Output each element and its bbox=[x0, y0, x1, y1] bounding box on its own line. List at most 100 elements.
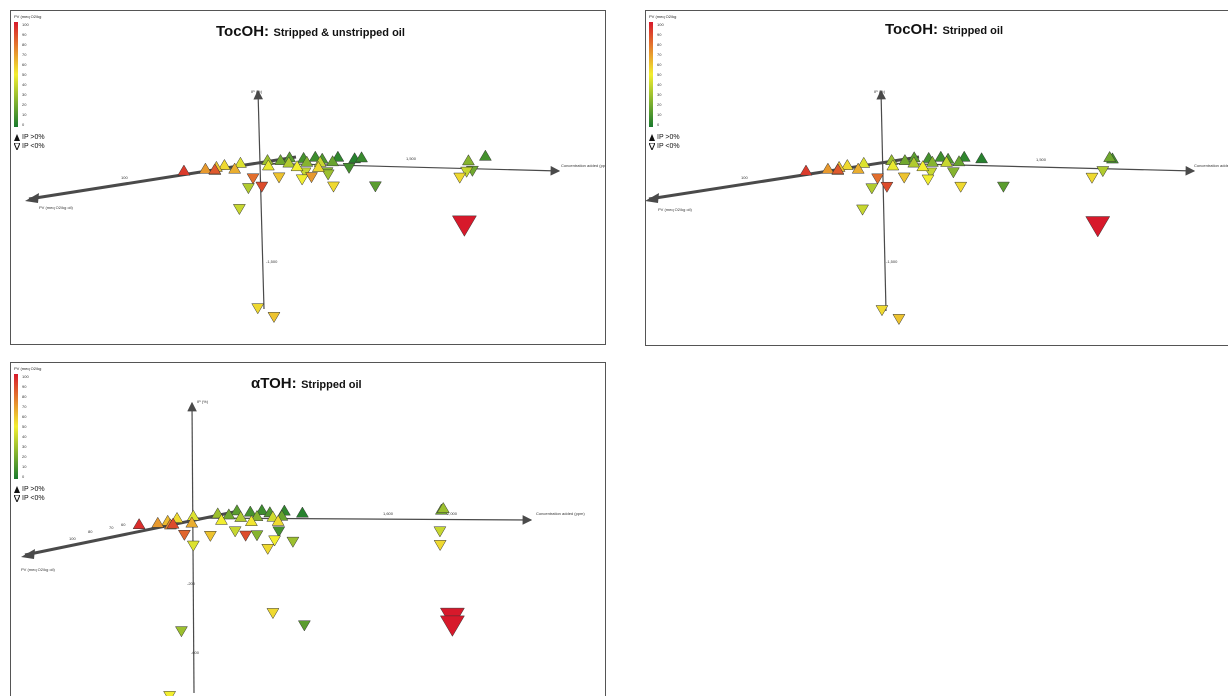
legend-tick-label: 50 bbox=[22, 424, 27, 429]
z-axis-line bbox=[648, 155, 920, 201]
legend-tick-label: 0 bbox=[22, 474, 25, 479]
data-point bbox=[439, 615, 465, 637]
ip-negative-key: IP <0% bbox=[14, 495, 45, 502]
data-point bbox=[185, 516, 199, 528]
ip-positive-key: IP >0% bbox=[649, 134, 680, 141]
chart-title: αTOH: Stripped oil bbox=[251, 375, 362, 393]
legend-tick-label: 40 bbox=[657, 82, 662, 87]
ip-positive-label: IP >0% bbox=[22, 134, 45, 141]
z-axis-arrowhead bbox=[21, 549, 35, 559]
chart-title-sub: Stripped oil bbox=[942, 25, 1004, 37]
chart-plot-area: Concentration added (ppm) IP (%) PV (meq O… bbox=[21, 399, 585, 696]
data-point bbox=[946, 167, 960, 179]
data-point bbox=[132, 518, 146, 530]
z-tick-label: 70 bbox=[109, 525, 114, 530]
y-tick-label: -1,500 bbox=[266, 259, 278, 264]
data-point bbox=[975, 152, 989, 164]
legend-tick-label: 50 bbox=[22, 72, 27, 77]
y-axis-label: IP (%) bbox=[197, 399, 209, 404]
ip-positive-label: IP >0% bbox=[22, 486, 45, 493]
data-point bbox=[436, 501, 450, 513]
color-legend: PV (meq O2/kg 100 90 80 70 60 50 40 30 20 10 0 IP … bbox=[14, 14, 74, 164]
data-point bbox=[453, 172, 467, 184]
legend-tick-label: 60 bbox=[657, 62, 662, 67]
legend-tick-label: 10 bbox=[22, 464, 27, 469]
y-axis-label: IP (%) bbox=[251, 89, 263, 94]
legend-tick-label: 20 bbox=[657, 102, 662, 107]
data-point bbox=[925, 155, 939, 167]
legend-tick-label: 60 bbox=[22, 414, 27, 419]
data-point bbox=[851, 162, 865, 174]
data-point bbox=[451, 215, 477, 237]
legend-tick-label: 80 bbox=[657, 42, 662, 47]
down-triangle-icon bbox=[14, 143, 20, 150]
data-point bbox=[326, 155, 340, 167]
data-point bbox=[175, 626, 188, 638]
data-point bbox=[433, 540, 447, 552]
data-point bbox=[907, 156, 921, 168]
data-point bbox=[261, 544, 275, 555]
data-point bbox=[255, 181, 269, 193]
chart-plot-area: Concentration added (ppm) IP (%) PV (meq O… bbox=[25, 89, 605, 324]
data-point bbox=[921, 174, 935, 186]
data-point bbox=[177, 530, 191, 541]
data-point bbox=[355, 151, 368, 163]
data-point bbox=[215, 513, 228, 525]
data-point bbox=[871, 173, 885, 185]
data-point bbox=[228, 162, 242, 174]
legend-tick-label: 100 bbox=[22, 374, 29, 379]
chart-title: TocOH: Stripped oil bbox=[885, 21, 1003, 39]
ip-negative-label: IP <0% bbox=[22, 495, 45, 502]
legend-tick-label: 0 bbox=[657, 122, 660, 127]
x-tick-label: 1,600 bbox=[383, 511, 394, 516]
y-tick-label: -600 bbox=[191, 650, 200, 655]
data-point bbox=[892, 314, 906, 326]
data-point bbox=[266, 608, 280, 620]
data-point bbox=[217, 158, 231, 170]
chart-title: TocOH: Stripped & unstripped oil bbox=[216, 23, 405, 41]
z-axis-line bbox=[28, 155, 297, 201]
legend-tick-label: 60 bbox=[22, 62, 27, 67]
legend-tick-label: 50 bbox=[657, 72, 662, 77]
data-point bbox=[166, 517, 180, 529]
ip-positive-key: IP >0% bbox=[14, 134, 45, 141]
legend-tick-label: 90 bbox=[22, 32, 27, 37]
data-point bbox=[311, 160, 325, 172]
x-tick-label: 2,000 bbox=[447, 511, 458, 516]
data-point bbox=[865, 183, 879, 195]
data-point bbox=[1103, 150, 1117, 162]
legend-tick-label: 10 bbox=[657, 112, 662, 117]
y-tick-label: -1,500 bbox=[886, 259, 898, 264]
data-point bbox=[308, 150, 322, 162]
z-axis-arrowhead bbox=[646, 193, 659, 203]
legend-title: PV (meq O2/kg bbox=[14, 366, 42, 371]
ip-negative-label: IP <0% bbox=[657, 143, 680, 150]
data-point bbox=[934, 150, 948, 162]
data-point bbox=[222, 508, 236, 520]
z-tick-label: 100 bbox=[69, 536, 76, 541]
data-point bbox=[1085, 216, 1111, 238]
data-point bbox=[274, 153, 287, 165]
data-point bbox=[203, 531, 217, 542]
data-point bbox=[290, 160, 304, 172]
color-legend: PV (meq O2/kg 100 90 80 70 60 50 40 30 20 10 0 IP … bbox=[649, 14, 709, 164]
legend-color-bar bbox=[14, 22, 18, 127]
down-triangle-icon bbox=[649, 143, 655, 150]
legend-tick-label: 100 bbox=[22, 22, 29, 27]
ip-positive-key: IP >0% bbox=[14, 486, 45, 493]
legend-tick-label: 40 bbox=[22, 434, 27, 439]
legend-tick-label: 90 bbox=[657, 32, 662, 37]
data-point bbox=[940, 155, 953, 167]
data-point bbox=[232, 204, 246, 216]
data-point bbox=[234, 156, 247, 168]
legend-tick-label: 80 bbox=[22, 42, 27, 47]
legend-tick-label: 80 bbox=[22, 394, 27, 399]
legend-title: PV (meq O2/kg bbox=[649, 14, 677, 19]
legend-tick-label: 20 bbox=[22, 102, 27, 107]
chart-panel-tocoh-stripped: Concentration added (ppm) IP (%) PV (meq O… bbox=[645, 10, 1228, 346]
legend-tick-label: 10 bbox=[22, 112, 27, 117]
z-tick-label: 100 bbox=[121, 175, 128, 180]
legend-tick-label: 70 bbox=[22, 404, 27, 409]
data-point bbox=[954, 181, 968, 193]
x-tick-label: 1,500 bbox=[406, 156, 417, 161]
